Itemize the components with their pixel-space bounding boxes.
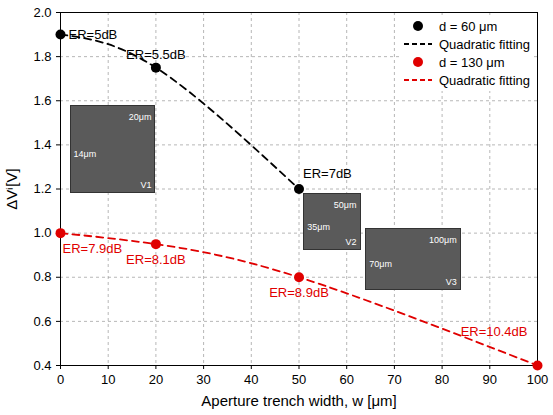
svg-text:50: 50	[292, 372, 306, 387]
html-text:d = 60 μm: d = 60 μm	[439, 18, 498, 34]
html-text:V1: V1	[140, 179, 152, 190]
svg-text:0: 0	[57, 372, 64, 387]
svg-text:40: 40	[244, 372, 258, 387]
svg-text:ER=7.9dB: ER=7.9dB	[63, 241, 123, 256]
svg-text:ER=8.9dB: ER=8.9dB	[269, 285, 329, 300]
html-text:Quadratic fitting: Quadratic fitting	[439, 72, 530, 88]
svg-text:ΔVⁱ[V]: ΔVⁱ[V]	[3, 168, 20, 209]
svg-text:10: 10	[101, 372, 115, 387]
svg-text:70: 70	[387, 372, 401, 387]
svg-text:ER=7dB: ER=7dB	[303, 166, 352, 181]
svg-text:1.8: 1.8	[33, 49, 51, 64]
svg-text:ER=10.4dB: ER=10.4dB	[461, 324, 528, 339]
svg-text:0.4: 0.4	[33, 358, 51, 373]
svg-text:30: 30	[196, 372, 210, 387]
html-text:70μm: 70μm	[369, 259, 392, 270]
html-text:V3: V3	[445, 277, 457, 287]
svg-text:20: 20	[149, 372, 163, 387]
html-text:35μm: 35μm	[307, 221, 330, 232]
svg-text:80: 80	[435, 372, 449, 387]
svg-text:90: 90	[483, 372, 497, 387]
html-text:d = 130 μm: d = 130 μm	[439, 54, 505, 70]
svg-text:1.2: 1.2	[33, 181, 51, 196]
svg-text:2.0: 2.0	[33, 5, 51, 20]
svg-text:ER=5dB: ER=5dB	[69, 27, 118, 42]
html-text:V2: V2	[345, 237, 357, 248]
html-text:50μm: 50μm	[333, 199, 357, 210]
svg-text:0.6: 0.6	[33, 314, 51, 329]
html-text:14μm: 14μm	[73, 148, 97, 159]
svg-text:1.6: 1.6	[33, 93, 51, 108]
svg-text:ER=8.1dB: ER=8.1dB	[126, 252, 186, 267]
svg-text:100: 100	[527, 372, 549, 387]
svg-text:1.0: 1.0	[33, 225, 51, 240]
svg-text:1.4: 1.4	[33, 137, 51, 152]
html-text:20μm: 20μm	[128, 111, 152, 122]
svg-text:0.8: 0.8	[33, 269, 51, 284]
html-text:100μm: 100μm	[429, 235, 457, 246]
svg-text:Aperture trench width, w [μm]: Aperture trench width, w [μm]	[201, 392, 396, 409]
svg-text:ER=5.5dB: ER=5.5dB	[126, 47, 186, 62]
html-text:Quadratic fitting: Quadratic fitting	[439, 36, 530, 52]
svg-text:60: 60	[339, 372, 353, 387]
